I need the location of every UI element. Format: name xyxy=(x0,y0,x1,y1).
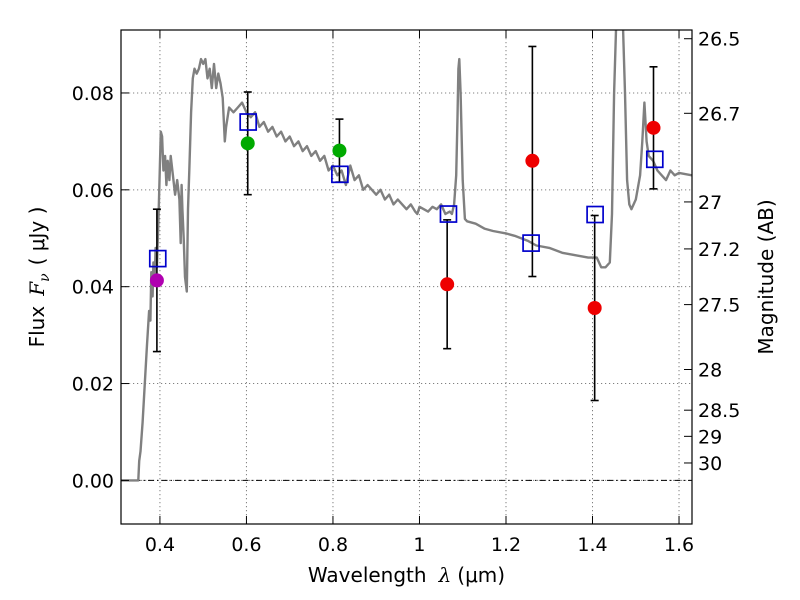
x-tick-label: 0.8 xyxy=(318,534,348,556)
observed-point-marker xyxy=(646,120,661,135)
x-axis-label-symbol: λ xyxy=(438,563,452,587)
y-axis-label-unit: ( μJy ) xyxy=(25,207,49,266)
axis-ticks: 0.4 0.6 0.8 1 1.2 1.4 1.6 0.00 0.02 0.04 0.06 0.08 2… xyxy=(72,29,741,556)
y2-tick-label: 27 xyxy=(698,192,722,214)
y-axis-label-symbol: F xyxy=(25,281,49,297)
model-point-marker xyxy=(148,249,167,268)
model-point-marker xyxy=(439,205,458,223)
observed-point-marker xyxy=(240,136,255,151)
y2-tick-label: 26.5 xyxy=(698,29,740,51)
x-tick-label: 0.6 xyxy=(231,534,261,556)
model-point-marker xyxy=(586,205,604,224)
x-axis-label-text: Wavelength xyxy=(308,563,427,587)
observed-point-marker xyxy=(332,143,347,158)
y2-tick-label: 27.2 xyxy=(698,239,740,261)
observed-point-marker xyxy=(587,300,602,315)
x-tick-label: 1 xyxy=(413,534,425,556)
y2-tick-label: 29 xyxy=(698,426,722,448)
y-tick-label: 0.04 xyxy=(72,277,114,299)
y2-tick-label: 28 xyxy=(698,360,722,382)
observed-point-marker xyxy=(525,153,540,168)
y-tick-label: 0.06 xyxy=(72,180,114,202)
y-tick-label: 0.00 xyxy=(72,470,114,492)
model-point-marker xyxy=(522,234,540,252)
observed-point-marker xyxy=(440,277,455,292)
y2-tick-label: 26.7 xyxy=(698,103,740,125)
axis-labels: Wavelength λ (μm) Flux Fν ( μJy ) Magnitude (A… xyxy=(25,199,778,587)
x-axis-label-unit: (μm) xyxy=(457,563,505,587)
sed-model-curve xyxy=(121,30,692,482)
y-axis-label: Flux Fν ( μJy ) xyxy=(25,207,53,348)
y2-tick-label: 30 xyxy=(698,453,722,475)
x-axis-label: Wavelength λ (μm) xyxy=(308,563,505,587)
y-tick-label: 0.02 xyxy=(72,374,114,396)
x-tick-label: 1.2 xyxy=(491,534,521,556)
model-point-marker xyxy=(239,113,258,131)
plot-frame xyxy=(120,29,693,525)
y2-axis-label: Magnitude (AB) xyxy=(754,199,778,354)
observed-point-marker xyxy=(149,273,164,288)
x-tick-label: 0.4 xyxy=(145,534,175,556)
y-axis-label-subscript: ν xyxy=(37,273,53,282)
y-tick-label: 0.08 xyxy=(72,83,114,105)
y-axis-label-text: Flux xyxy=(25,306,49,348)
x-tick-label: 1.4 xyxy=(577,534,607,556)
plot-area xyxy=(121,30,692,482)
model-point-marker xyxy=(331,165,349,184)
x-tick-label: 1.6 xyxy=(664,534,694,556)
grid-lines xyxy=(121,30,692,524)
y2-tick-label: 28.5 xyxy=(698,400,740,422)
y2-tick-label: 27.5 xyxy=(698,295,740,317)
model-point-marker xyxy=(645,150,664,169)
